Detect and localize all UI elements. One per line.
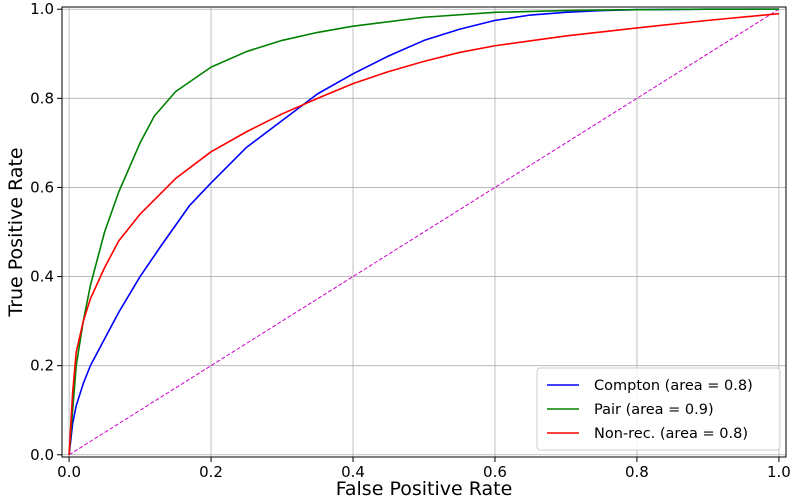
x-tick-label: 0.2 bbox=[199, 463, 223, 481]
x-tick-label: 1.0 bbox=[767, 463, 791, 481]
plot-frame bbox=[61, 6, 787, 458]
legend-label: Non-rec. (area = 0.8) bbox=[594, 426, 748, 442]
y-axis-ticks: 0.0 0.2 0.4 0.6 0.8 1.0 bbox=[30, 0, 62, 464]
chance-line bbox=[68, 8, 780, 456]
series-line-2 bbox=[68, 12, 779, 455]
y-tick-label: 0.0 bbox=[30, 446, 54, 464]
grid bbox=[62, 7, 786, 457]
y-tick-label: 0.2 bbox=[30, 357, 54, 375]
legend-label: Pair (area = 0.9) bbox=[594, 402, 714, 418]
legend-box bbox=[536, 367, 781, 451]
y-tick-label: 0.6 bbox=[30, 178, 54, 196]
y-tick-label: 0.4 bbox=[30, 268, 54, 286]
y-tick-label: 0.8 bbox=[30, 89, 54, 107]
legend: Compton (area = 0.8) Pair (area = 0.9) Non… bbox=[536, 367, 781, 451]
y-axis-label: True Positive Rate bbox=[5, 147, 27, 317]
x-tick-label: 0.8 bbox=[625, 463, 649, 481]
reference-diagonal bbox=[68, 8, 780, 456]
x-axis-label: False Positive Rate bbox=[336, 478, 513, 500]
series-line-0 bbox=[68, 8, 779, 455]
x-axis-ticks: 0.0 0.2 0.4 0.6 0.8 1.0 bbox=[57, 457, 791, 481]
series-line-1 bbox=[68, 8, 779, 455]
x-tick-label: 0.4 bbox=[341, 463, 365, 481]
y-tick-label: 1.0 bbox=[30, 0, 54, 18]
x-tick-label: 0.6 bbox=[483, 463, 507, 481]
series-lines bbox=[68, 8, 779, 455]
legend-label: Compton (area = 0.8) bbox=[594, 378, 753, 394]
x-tick-label: 0.0 bbox=[57, 463, 81, 481]
